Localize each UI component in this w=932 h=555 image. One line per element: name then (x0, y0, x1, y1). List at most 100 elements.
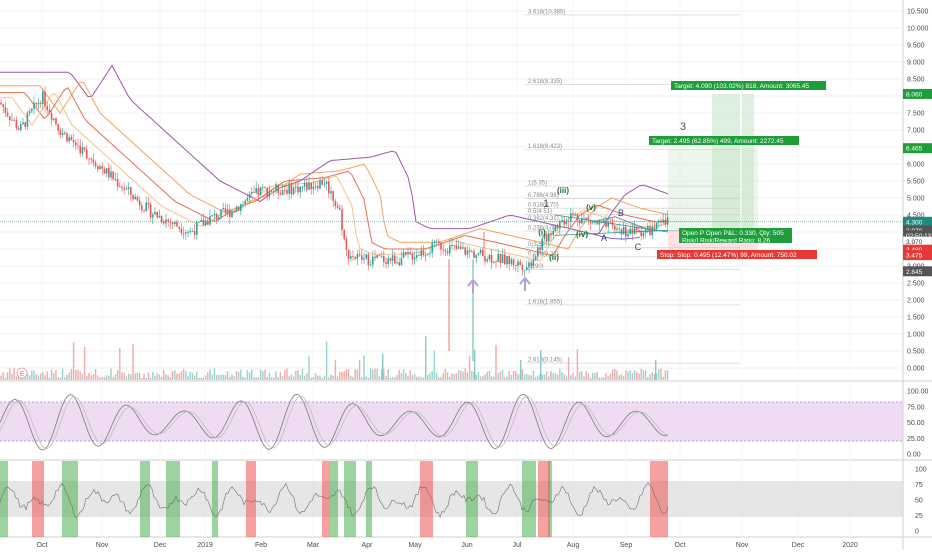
candle-body (121, 186, 123, 189)
volume-bar (325, 341, 328, 380)
volume-bar (226, 371, 229, 380)
volume-bar (651, 372, 653, 380)
volume-bar (134, 373, 136, 380)
volume-bar (572, 372, 574, 380)
volume-bar (640, 368, 642, 380)
price-tag (903, 250, 932, 261)
volume-bar (266, 376, 268, 380)
candle-body (233, 210, 235, 212)
volume-bar (255, 377, 257, 380)
earnings-icon (16, 367, 28, 379)
candle-body (64, 132, 66, 134)
candle-body (37, 102, 40, 105)
candle-body (548, 233, 550, 242)
price-tick-label: 0.500 (907, 349, 925, 356)
volume-bar (653, 373, 656, 380)
candle-body (6, 112, 9, 117)
candle-body (413, 257, 416, 260)
volume-bar (200, 377, 202, 380)
candle-body (141, 205, 143, 211)
drawings[interactable] (467, 214, 669, 293)
volume-bar (559, 368, 561, 380)
fib-level-label: 2.618(0.145) (528, 358, 562, 364)
stoch-band-fill (0, 402, 903, 441)
volume-bar (550, 370, 552, 380)
wave-label-ii[interactable]: (ii) (549, 253, 559, 262)
wave-label-iv[interactable]: (iv) (576, 230, 588, 239)
candle-body (418, 255, 420, 256)
wave-label-i[interactable]: (i) (538, 228, 546, 237)
candle-body (48, 109, 51, 114)
volume-bar (433, 350, 436, 380)
candle-body (59, 130, 62, 136)
candle-body (288, 183, 290, 194)
candle-body (572, 213, 574, 216)
volume-bar (631, 373, 634, 380)
volume-bar (407, 375, 409, 380)
candle-body (165, 219, 167, 224)
candle-body (515, 264, 517, 266)
candle-body (50, 113, 53, 120)
volume-bar (306, 373, 308, 380)
wave-label-1[interactable]: 1 (543, 198, 549, 210)
candle-body (136, 196, 139, 201)
candle-body (466, 250, 469, 255)
candle-body (132, 194, 134, 200)
time-axis[interactable]: Oct Nov Dec 2019 Feb Mar Apr May Jun Jul Aug Sep Oct… (37, 542, 858, 549)
candle-body (389, 258, 392, 261)
stoch-d-line (0, 395, 669, 449)
volume-bar (246, 370, 249, 380)
volume-bar (273, 377, 275, 380)
candle-body (616, 228, 618, 230)
candle-body (594, 221, 596, 223)
ma-short (0, 93, 669, 262)
price-tick-label: 7.500 (907, 111, 925, 118)
wave-label-c[interactable]: C (635, 242, 642, 252)
volume-bar (642, 370, 645, 380)
volume-bar (541, 374, 543, 380)
volume-bar (253, 377, 255, 380)
candle-body (455, 245, 458, 249)
wave-label-3[interactable]: 3 (680, 121, 686, 133)
volume-bar (301, 368, 304, 380)
rsi-tick-label: 75 (915, 482, 923, 489)
price-tick-label: 9.500 (907, 43, 925, 50)
wave-label-a[interactable]: A (601, 233, 607, 243)
volume-bar (356, 369, 359, 380)
stop-box: Stop: Stop: 0.495 (12.47%) 99, Amount: 7… (657, 250, 817, 259)
candle-body (424, 254, 427, 256)
volume-bar (295, 370, 297, 380)
open-position-box-bg (679, 228, 792, 243)
wave-label-iii[interactable]: (iii) (557, 186, 569, 195)
volume-bar (504, 377, 506, 380)
candle-body (323, 183, 326, 185)
volume-bar (86, 375, 88, 380)
candle-body (270, 191, 273, 193)
volume-bar (532, 370, 535, 380)
wave-labels[interactable]: (i) (ii) (iii) (iv) (v) 1 3 A B C E (16, 121, 686, 379)
wave-label-b[interactable]: B (618, 208, 624, 218)
wave-label-v[interactable]: (v) (586, 203, 596, 212)
volume-bar (11, 373, 13, 380)
volume-bar (462, 371, 464, 380)
candle-body (61, 132, 64, 136)
price-axis[interactable]: 10.50010.0009.5009.0008.5008.0007.5007.0… (902, 9, 932, 536)
candle-body (367, 254, 370, 266)
volume-bar (328, 377, 330, 380)
candle-body (237, 207, 240, 211)
volume-bar (185, 371, 187, 380)
candle-body (81, 147, 84, 154)
volume-bar (515, 371, 517, 380)
ma-mid (0, 81, 669, 250)
volume-bar (174, 370, 176, 380)
candle-body (517, 261, 519, 266)
volume-bar (528, 374, 530, 380)
rsi-green-zone (330, 461, 338, 537)
candle-body (182, 233, 185, 235)
volume-bar (57, 377, 59, 380)
volume-spike (655, 360, 657, 380)
candle-body (534, 256, 537, 260)
target-zone-tall (712, 93, 740, 231)
